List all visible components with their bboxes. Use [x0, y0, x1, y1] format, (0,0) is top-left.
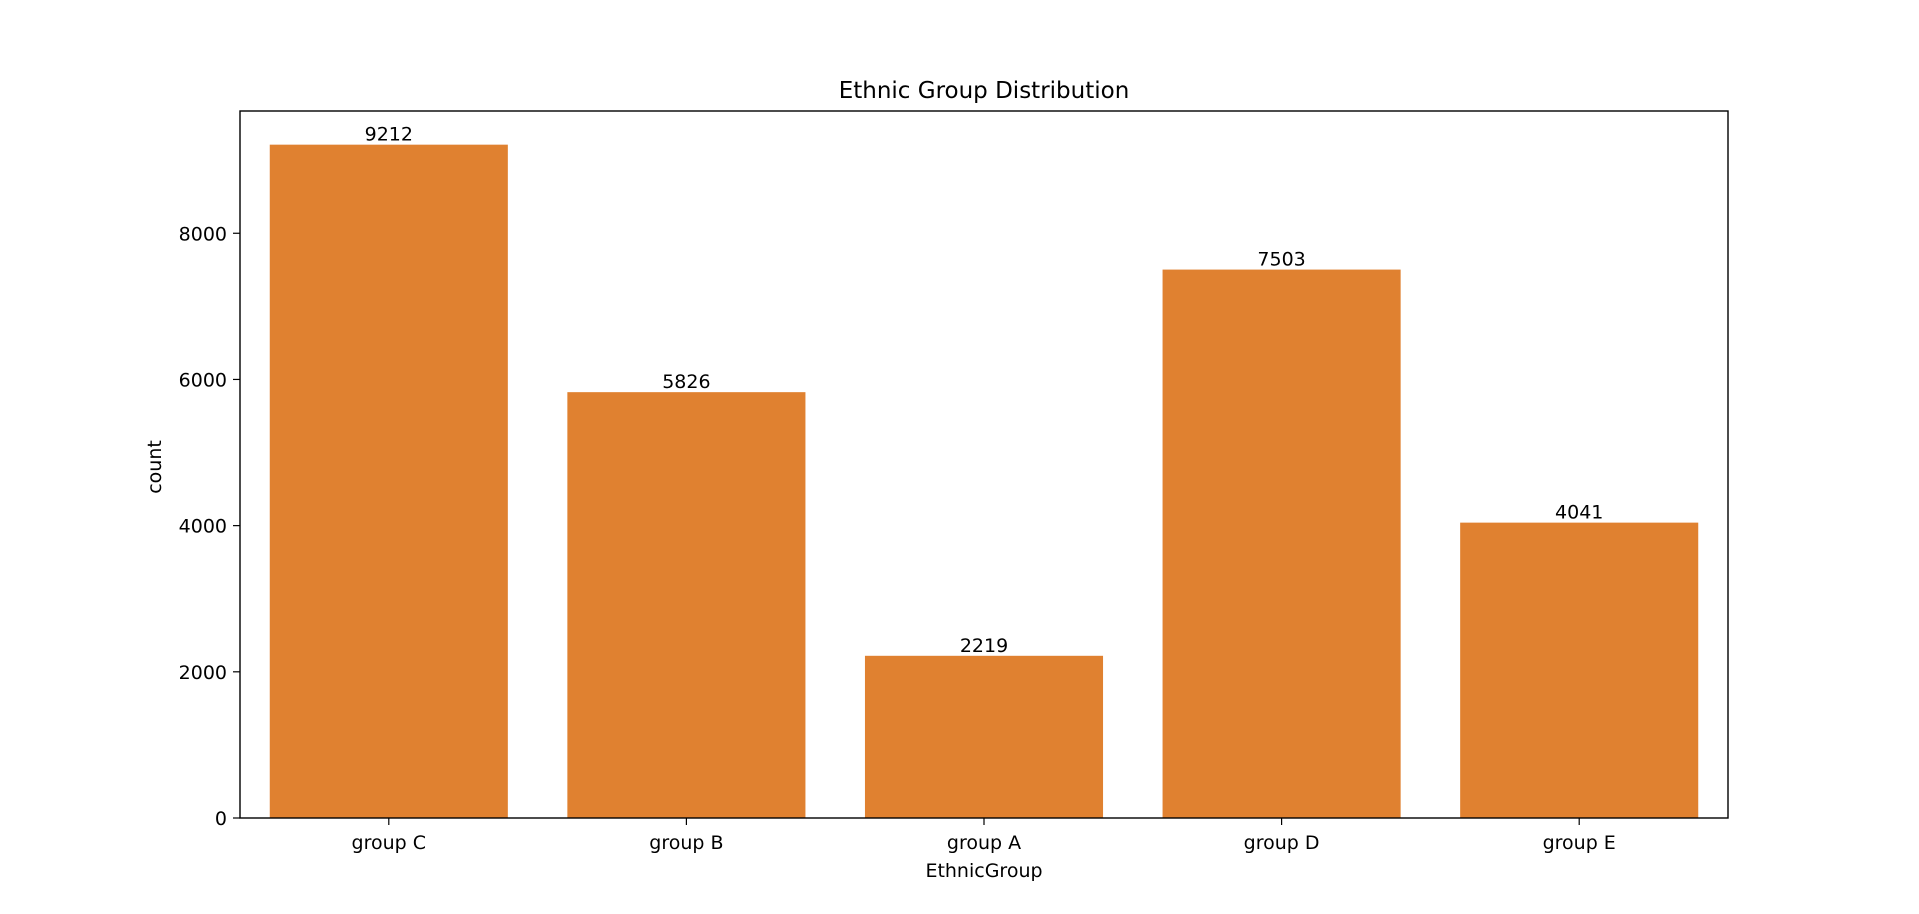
data-label-group-a: 2219: [960, 635, 1008, 657]
bar-group-c: [269, 144, 508, 818]
y-tick-label: 8000: [179, 223, 227, 245]
data-label-group-e: 4041: [1555, 502, 1603, 524]
chart-title: Ethnic Group Distribution: [839, 78, 1130, 104]
x-tick-label: group B: [649, 832, 723, 854]
axes-layer: group C group B group A group D group E 0 2000…: [179, 110, 1729, 854]
x-tick-label: group D: [1244, 832, 1320, 854]
x-tick-label: group E: [1543, 832, 1616, 854]
bar-group-b: [567, 392, 806, 818]
x-axis-title: EthnicGroup: [925, 860, 1042, 882]
y-tick-label: 4000: [179, 516, 227, 538]
bar-group-e: [1460, 522, 1699, 818]
data-label-group-c: 9212: [365, 124, 413, 146]
data-label-group-d: 7503: [1257, 249, 1305, 271]
data-labels-layer: 9212 5826 2219 7503 4041: [365, 124, 1604, 657]
plot-frame: [239, 110, 1729, 819]
bar-group-d: [1162, 269, 1401, 818]
x-tick-label: group C: [352, 832, 427, 854]
y-tick-label: 2000: [179, 662, 227, 684]
data-label-group-b: 5826: [662, 371, 710, 393]
y-axis-title: count: [144, 440, 166, 494]
bars-layer: [269, 144, 1699, 818]
bar-group-a: [864, 655, 1104, 818]
y-tick-label: 6000: [179, 369, 227, 391]
y-tick-label: 0: [215, 808, 227, 830]
x-tick-label: group A: [947, 832, 1021, 854]
